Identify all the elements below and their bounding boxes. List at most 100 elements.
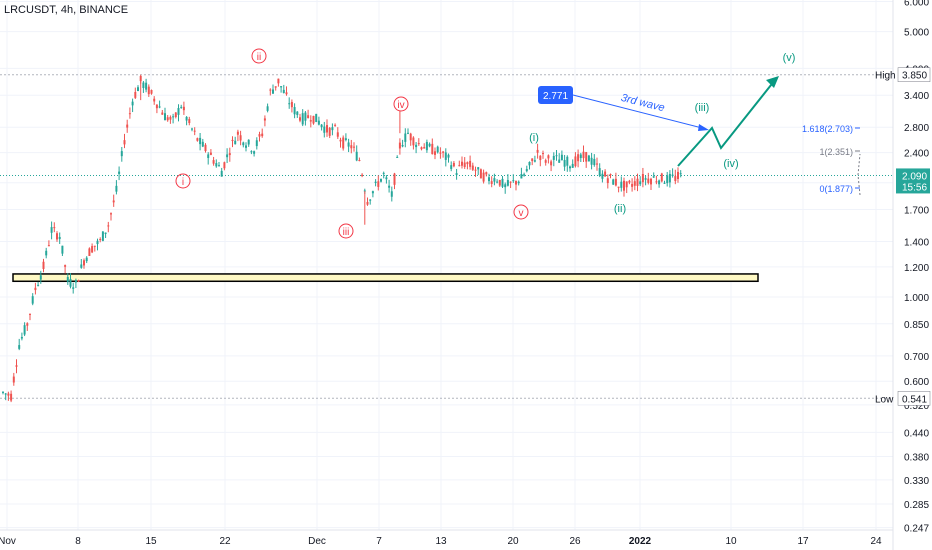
candle-body [26, 323, 29, 326]
candle-body [153, 98, 156, 102]
candle-body [274, 86, 277, 88]
wave-label-circle[interactable] [251, 48, 267, 64]
candle-body [631, 183, 634, 187]
candle-body [544, 160, 547, 163]
candle-body [569, 166, 571, 169]
wave-label-red[interactable]: v [519, 208, 524, 219]
time-axis[interactable]: Nov 8 15 22 Dec 7 13 20 26 2022 10 17 24 [0, 529, 893, 547]
wave-label-circle[interactable] [513, 204, 529, 220]
candle-body [74, 280, 77, 283]
candle-body [355, 151, 358, 161]
candle-body [331, 127, 334, 131]
candle-body [609, 174, 612, 176]
candle-body [423, 147, 426, 149]
wave-label-circle[interactable] [338, 223, 354, 239]
candle-body [20, 336, 23, 339]
candle-body [258, 134, 261, 137]
y-tick-label: 2.800 [904, 123, 929, 134]
wave-label-teal[interactable]: (iv) [723, 158, 738, 170]
candle-body [120, 151, 123, 157]
candle-body [579, 154, 582, 159]
wave-label-teal[interactable]: (i) [529, 132, 539, 144]
fib-level-label[interactable]: 1.618(2.703) [802, 124, 853, 134]
y-tick-label: 1.200 [904, 263, 929, 274]
candle-body [4, 393, 7, 395]
candle-body [218, 165, 220, 167]
candle-body [42, 261, 45, 269]
wave-label-red[interactable]: iv [397, 100, 404, 111]
y-tick-label: 0.330 [904, 476, 929, 487]
candle-body [344, 138, 347, 140]
y-tick-label: 1.700 [904, 205, 929, 216]
candle-body [169, 116, 172, 120]
candle-body [542, 153, 544, 155]
candle-body [147, 86, 150, 95]
candle-body [531, 158, 534, 162]
wave-label-circle[interactable] [393, 96, 409, 112]
wave-label-teal[interactable]: (v) [783, 52, 796, 64]
y-tick-label: 0.380 [904, 453, 929, 464]
candle-body [415, 144, 418, 148]
target-arrowhead [698, 124, 709, 131]
y-tick-label: 0.285 [904, 500, 929, 511]
wave-label-teal[interactable]: (iii) [695, 102, 710, 114]
x-tick-label: 2022 [629, 536, 652, 547]
support-zone-box[interactable] [12, 273, 759, 283]
candle-body [577, 154, 580, 162]
candle-body [137, 87, 139, 92]
candle-body [12, 376, 15, 383]
candle-body [666, 175, 669, 184]
candle-body [323, 126, 326, 133]
candle-body [10, 393, 13, 401]
candle-body [482, 172, 485, 182]
candle-body [528, 161, 531, 166]
fib-level-label[interactable]: 0(1.877) [819, 184, 853, 194]
candle-body [29, 313, 31, 315]
candle-body [652, 176, 655, 178]
fib-level-label[interactable]: 1(2.351) [819, 147, 853, 157]
wave-label-red[interactable]: i [182, 177, 184, 188]
candlestick-series [2, 74, 682, 403]
y-tick-label: 0.600 [904, 377, 929, 388]
extreme-price-box [897, 67, 931, 82]
wave-label-red[interactable]: iii [343, 227, 350, 238]
candle-body [64, 265, 67, 267]
y-tick-label: 2.400 [904, 149, 929, 160]
projected-wave-path[interactable] [677, 79, 776, 167]
candle-body [663, 182, 666, 184]
candle-body [447, 154, 450, 158]
candle-body [193, 130, 196, 132]
current-price-box [896, 168, 930, 194]
candle-body [536, 149, 539, 153]
candle-body [677, 171, 679, 180]
target-price-box[interactable] [538, 86, 573, 104]
candle-body [668, 173, 671, 183]
candle-body [45, 250, 48, 256]
candle-body [620, 181, 623, 188]
candle-body [280, 86, 283, 88]
candle-body [425, 141, 428, 151]
candle-body [247, 139, 250, 145]
candle-body [509, 181, 512, 183]
candle-body [212, 160, 215, 164]
candle-body [442, 151, 445, 153]
x-tick-label: 20 [507, 536, 519, 547]
y-tick-label: 3.400 [904, 91, 929, 102]
wave-label-teal[interactable]: (ii) [614, 203, 626, 215]
wave-label-red[interactable]: ii [257, 52, 261, 63]
candle-body [520, 174, 523, 179]
candle-body [587, 155, 590, 162]
candle-body [469, 160, 472, 167]
candle-body [380, 178, 382, 182]
candle-body [401, 145, 404, 147]
candle-body [99, 239, 102, 241]
candle-body [199, 137, 202, 145]
candle-body [641, 173, 644, 183]
wave-label-circle[interactable] [175, 173, 191, 189]
candle-body [614, 178, 617, 186]
candle-body [455, 173, 458, 175]
candle-body [150, 90, 153, 94]
target-line[interactable] [572, 94, 707, 130]
price-axis[interactable]: 6.0005.0004.0003.4002.8002.4002.0001.700… [875, 0, 931, 550]
